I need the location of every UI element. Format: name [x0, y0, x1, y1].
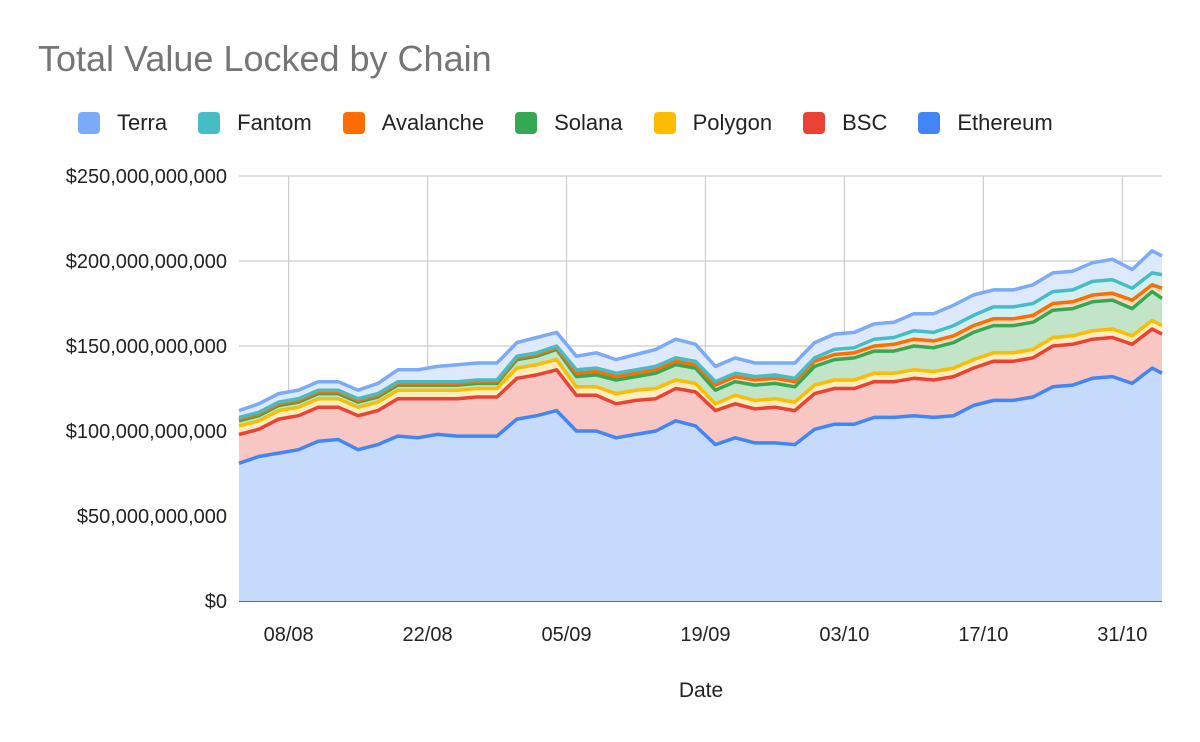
line-bsc[interactable] [238, 327, 1163, 437]
line-terra[interactable] [238, 249, 1163, 413]
legend-swatch-fantom [198, 112, 221, 134]
area-terra[interactable] [239, 250, 1162, 418]
legend-swatch-avalanche [342, 112, 365, 134]
axis-layer: $0 $50,000,000,000 $100,000,000,000 $150,00… [66, 166, 1148, 646]
legend-label-terra: Terra [117, 110, 168, 135]
area-ethereum[interactable] [239, 368, 1162, 601]
y-tick-label: $100,000,000,000 [66, 421, 227, 443]
legend-item-fantom[interactable]: Fantom [198, 110, 312, 136]
y-tick-label: $200,000,000,000 [66, 251, 227, 273]
legend: Terra Fantom Avalanche Solana Polygon BSC Ethe… [78, 110, 1084, 136]
line-layer [238, 249, 1163, 465]
x-axis-title: Date [679, 679, 723, 702]
legend-label-ethereum: Ethereum [957, 110, 1053, 135]
legend-swatch-terra [78, 112, 100, 134]
legend-item-bsc[interactable]: BSC [803, 110, 887, 136]
legend-label-solana: Solana [554, 110, 623, 135]
area-layer [239, 250, 1162, 601]
chart-title: Total Value Locked by Chain [38, 38, 492, 79]
line-polygon[interactable] [238, 318, 1163, 428]
legend-swatch-ethereum [918, 112, 941, 134]
legend-item-ethereum[interactable]: Ethereum [918, 110, 1053, 136]
legend-label-polygon: Polygon [692, 110, 773, 135]
x-tick-label: 03/10 [819, 624, 869, 646]
legend-swatch-solana [515, 112, 538, 134]
line-ethereum[interactable] [238, 366, 1163, 465]
legend-label-bsc: BSC [842, 110, 888, 135]
y-tick-label: $50,000,000,000 [77, 506, 227, 528]
x-tick-label: 08/08 [264, 624, 314, 646]
legend-item-polygon[interactable]: Polygon [653, 110, 773, 136]
legend-label-fantom: Fantom [237, 110, 312, 135]
x-tick-label: 22/08 [403, 624, 453, 646]
area-bsc[interactable] [239, 329, 1162, 464]
legend-swatch-bsc [803, 112, 826, 134]
legend-swatch-polygon [653, 112, 676, 134]
legend-label-avalanche: Avalanche [381, 110, 485, 135]
x-tick-label: 19/09 [680, 624, 730, 646]
y-tick-label: $0 [205, 591, 227, 613]
legend-item-avalanche[interactable]: Avalanche [342, 110, 485, 136]
y-tick-label: $150,000,000,000 [66, 336, 227, 358]
x-tick-label: 31/10 [1097, 624, 1147, 646]
y-tick-label: $250,000,000,000 [66, 166, 227, 188]
x-tick-label: 05/09 [541, 624, 591, 646]
line-fantom[interactable] [238, 271, 1163, 420]
legend-item-terra[interactable]: Terra [78, 110, 167, 136]
x-tick-label: 17/10 [958, 624, 1008, 646]
legend-item-solana[interactable]: Solana [515, 110, 623, 136]
